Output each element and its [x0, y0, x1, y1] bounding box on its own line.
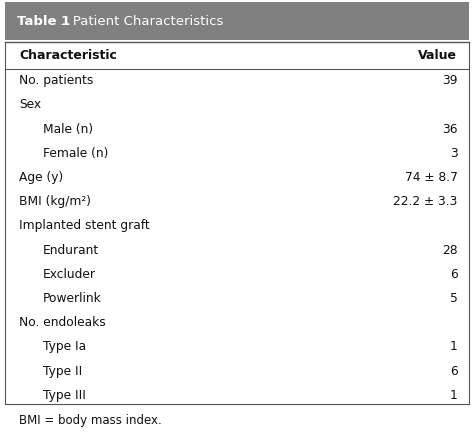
Text: Male (n): Male (n) — [43, 123, 93, 136]
Text: Value: Value — [419, 49, 457, 62]
Text: 22.2 ± 3.3: 22.2 ± 3.3 — [393, 195, 457, 208]
Text: Female (n): Female (n) — [43, 147, 108, 160]
Text: No. endoleaks: No. endoleaks — [19, 316, 106, 329]
Text: Age (y): Age (y) — [19, 171, 63, 184]
Text: Type Ia: Type Ia — [43, 340, 86, 353]
Text: Type II: Type II — [43, 365, 82, 378]
Text: 5: 5 — [449, 292, 457, 305]
Text: BMI = body mass index.: BMI = body mass index. — [19, 414, 162, 427]
Text: Powerlink: Powerlink — [43, 292, 101, 305]
Text: Endurant: Endurant — [43, 244, 99, 257]
Bar — [5, 2, 469, 40]
Text: 1: 1 — [450, 340, 457, 353]
Text: BMI (kg/m²): BMI (kg/m²) — [19, 195, 91, 208]
Text: Excluder: Excluder — [43, 268, 96, 281]
Text: 74 ± 8.7: 74 ± 8.7 — [404, 171, 457, 184]
Text: Characteristic: Characteristic — [19, 49, 117, 62]
Text: 3: 3 — [450, 147, 457, 160]
Text: Type III: Type III — [43, 389, 85, 402]
Text: 39: 39 — [442, 74, 457, 87]
Text: 28: 28 — [442, 244, 457, 257]
Text: 1: 1 — [450, 389, 457, 402]
Text: 6: 6 — [450, 268, 457, 281]
Text: Implanted stent graft: Implanted stent graft — [19, 219, 150, 232]
Text: 36: 36 — [442, 123, 457, 136]
Text: Table 1: Table 1 — [17, 15, 70, 28]
Text: Sex: Sex — [19, 98, 41, 111]
Text: .  Patient Characteristics: . Patient Characteristics — [56, 15, 223, 28]
Text: 6: 6 — [450, 365, 457, 378]
Text: No. patients: No. patients — [19, 74, 93, 87]
